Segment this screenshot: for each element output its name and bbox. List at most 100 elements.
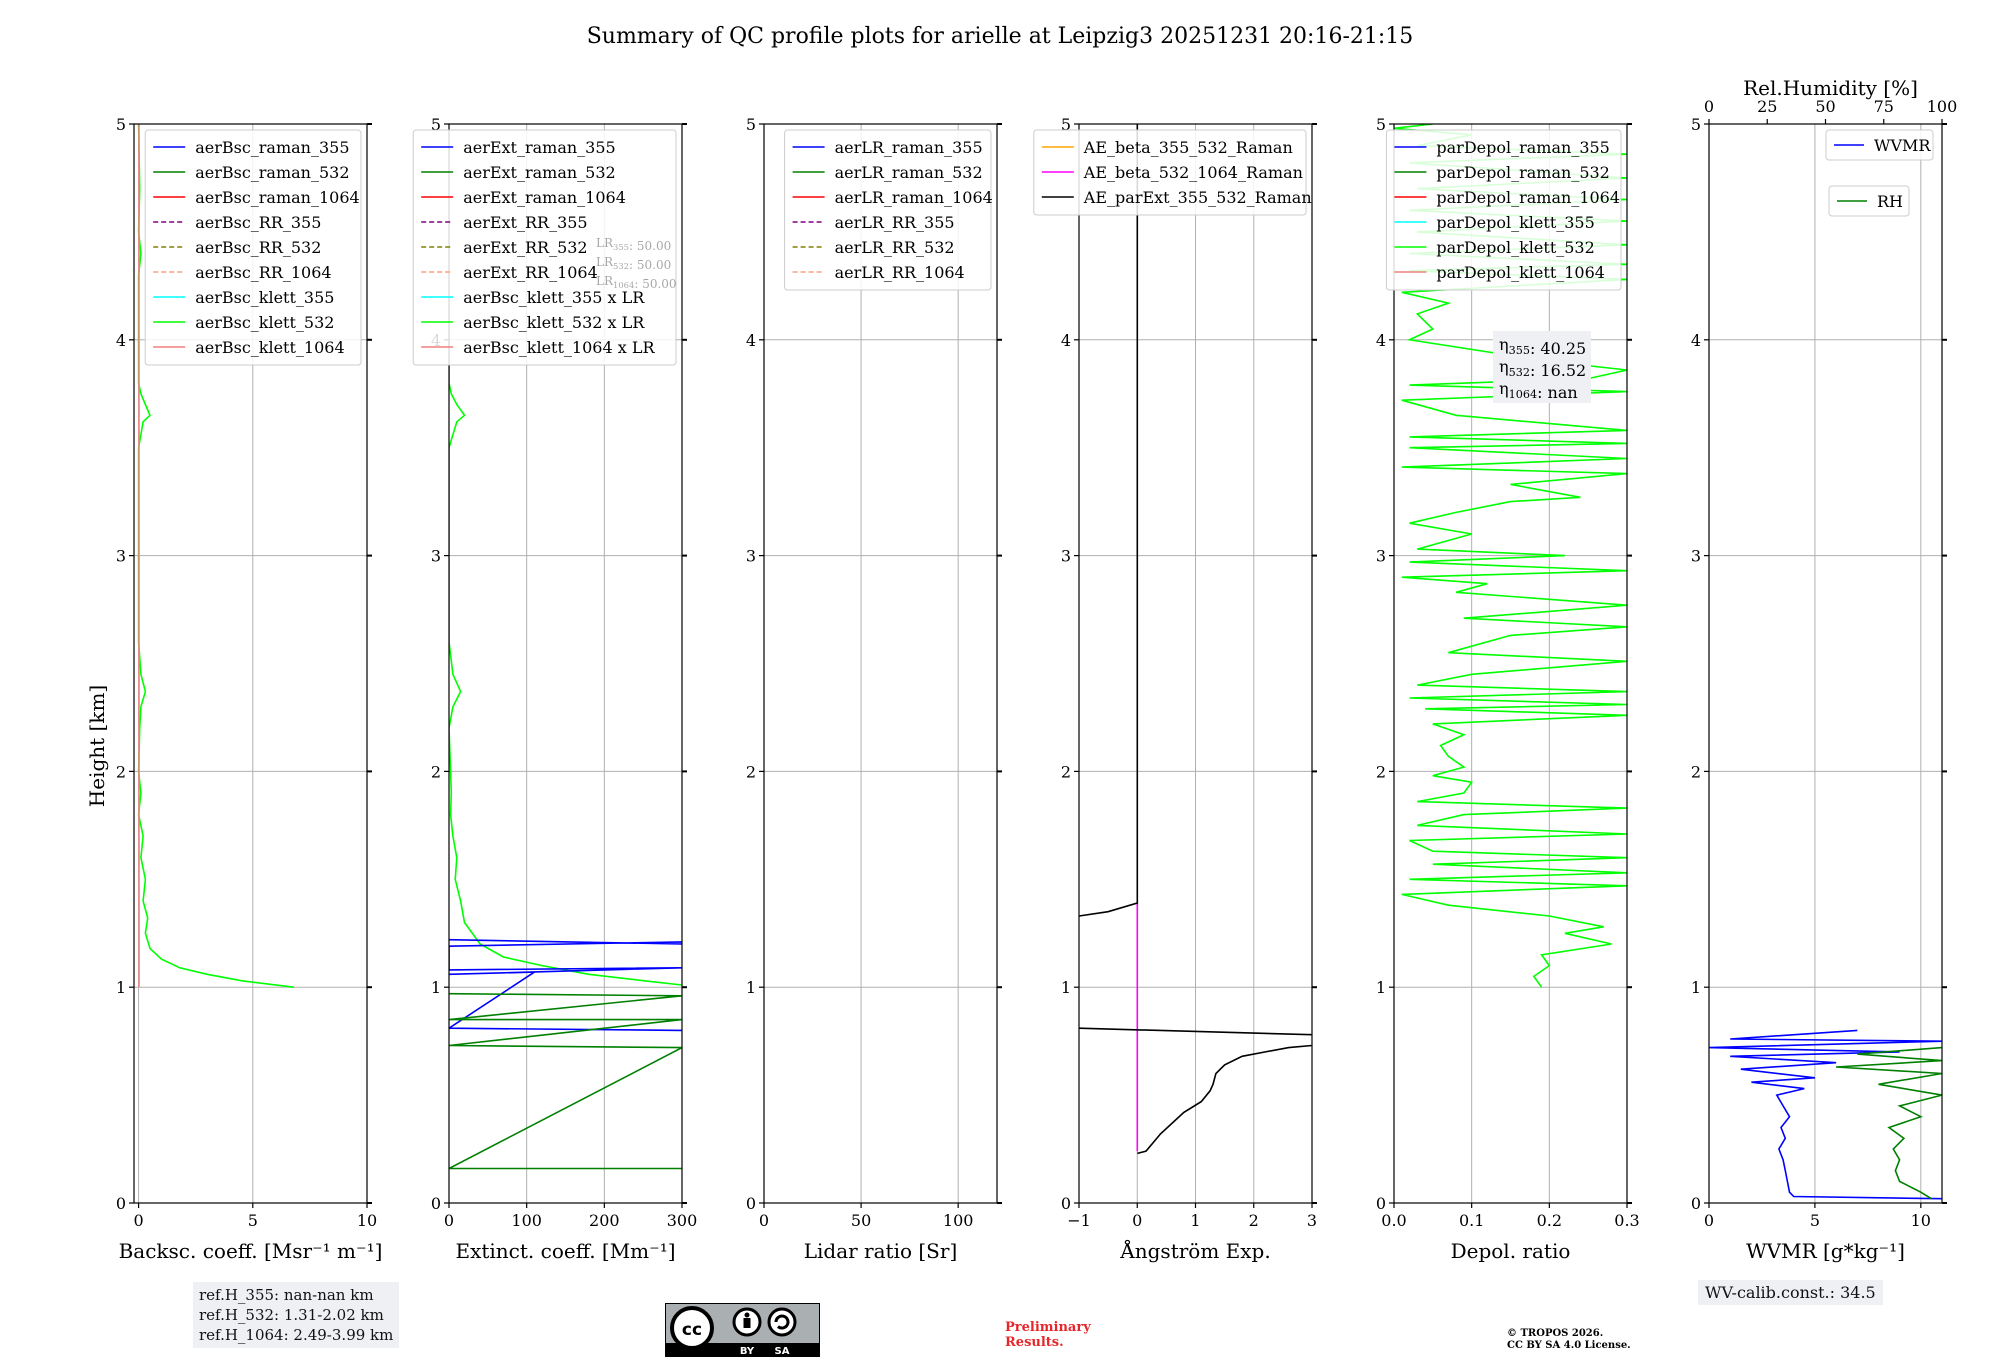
legend: aerLR_raman_355 aerLR_raman_532 aerLR_rama… <box>784 129 993 291</box>
x-tick-label: 0 <box>444 1211 454 1230</box>
wv-calibration-box: WV-calib.const.: 34.5 <box>1698 1280 1883 1305</box>
chart-depol: 0 1 2 3 4 5 0.0 0.1 0.2 0.3 Depol. ratio parDepol_r… <box>1376 115 1640 1263</box>
cc-by-sa-logo: cc BY SA <box>665 1303 820 1357</box>
legend-box <box>784 129 992 291</box>
legend-label: aerBsc_RR_1064 <box>195 263 331 282</box>
cc-sa-label: SA <box>775 1346 790 1357</box>
x-tick-label: 100 <box>943 1211 974 1230</box>
y-tick-label: 2 <box>1376 762 1386 781</box>
series-group <box>137 124 294 988</box>
y-tick-label: 0 <box>116 1194 126 1213</box>
legend-label: aerBsc_RR_355 <box>195 213 321 232</box>
cc-icon <box>670 1306 714 1350</box>
top-x-tick-label: 100 <box>1927 97 1958 116</box>
x-tick-label: 1 <box>1190 1211 1200 1230</box>
legend-label: aerLR_RR_1064 <box>835 263 965 282</box>
svg-text:cc: cc <box>682 1320 702 1340</box>
x-tick-label: 0.2 <box>1537 1211 1562 1230</box>
copyright-note: © TROPOS 2026. CC BY SA 4.0 License. <box>1507 1328 1631 1352</box>
top-x-tick-label: 25 <box>1757 97 1777 116</box>
eta-annotation-line: η355: 40.25 <box>1499 335 1586 358</box>
x-tick-label: 100 <box>511 1211 542 1230</box>
x-tick-label: 0 <box>133 1211 143 1230</box>
figure-title: Summary of QC profile plots for arielle … <box>587 24 1414 49</box>
series-line <box>1709 1029 1942 1200</box>
y-tick-label: 3 <box>1061 547 1071 566</box>
y-tick-label: 2 <box>746 762 756 781</box>
eta-annotation-line: η1064: nan <box>1499 379 1578 402</box>
legend: aerBsc_raman_355 aerBsc_raman_532 aerBsc_r… <box>144 129 362 366</box>
preliminary-line-1: Preliminary <box>1005 1320 1091 1335</box>
y-tick-label: 1 <box>116 978 126 997</box>
series-group <box>449 296 682 1170</box>
y-tick-label: 4 <box>116 331 126 350</box>
series-line <box>1079 124 1139 917</box>
copyright-line-2: CC BY SA 4.0 License. <box>1507 1340 1631 1351</box>
legend-label: aerExt_raman_355 <box>463 138 616 157</box>
legend-label: aerExt_raman_532 <box>463 163 616 182</box>
legend-label: aerBsc_klett_1064 <box>195 338 344 357</box>
legend-label: parDepol_klett_355 <box>1436 213 1594 232</box>
legend-label: aerBsc_raman_355 <box>195 138 349 157</box>
y-tick-label: 1 <box>1061 978 1071 997</box>
x-tick-label: 2 <box>1249 1211 1259 1230</box>
y-tick-label: 5 <box>746 115 756 134</box>
legend: parDepol_raman_355 parDepol_raman_532 parD… <box>1385 129 1622 291</box>
legend-label: RH <box>1877 192 1903 211</box>
lr-annotation-line: LR355: 50.00 <box>596 236 671 253</box>
y-tick-label: 2 <box>1061 762 1071 781</box>
legend-label: aerExt_RR_355 <box>463 213 587 232</box>
copyright-line-1: © TROPOS 2026. <box>1507 1328 1604 1339</box>
share-alike-icon <box>767 1307 797 1337</box>
x-axis-label: Extinct. coeff. [Mm⁻¹] <box>455 1239 675 1263</box>
y-tick-label: 3 <box>1376 547 1386 566</box>
y-tick-label: 0 <box>1376 1194 1386 1213</box>
cc-by-label: BY <box>740 1346 755 1357</box>
legend-label: aerExt_RR_1064 <box>463 263 598 282</box>
legend-label: aerBsc_klett_532 <box>195 313 334 332</box>
lr-annotation: LR355: 50.00 LR532: 50.00 LR1064: 50.00 <box>596 236 677 291</box>
x-tick-label: 10 <box>1911 1211 1931 1230</box>
y-tick-label: 4 <box>746 331 756 350</box>
x-tick-label: 0 <box>1132 1211 1142 1230</box>
x-tick-label: 50 <box>851 1211 871 1230</box>
top-x-tick-label: 50 <box>1815 97 1835 116</box>
series-line <box>449 938 682 1032</box>
y-axis-label: Height [km] <box>85 685 109 807</box>
ref-height-1064: ref.H_1064: 2.49-3.99 km <box>199 1326 394 1344</box>
lr-annotation-line: LR532: 50.00 <box>596 255 671 272</box>
x-axis-label: Backsc. coeff. [Msr⁻¹ m⁻¹] <box>119 1239 383 1263</box>
series-line <box>1137 1044 1312 1155</box>
x-tick-label: −1 <box>1067 1211 1091 1230</box>
legend-label: parDepol_klett_532 <box>1436 238 1594 257</box>
legend: AE_beta_355_532_Raman AE_beta_532_1064_Ra… <box>1033 129 1312 216</box>
x-tick-label: 0.0 <box>1381 1211 1406 1230</box>
axes-frame <box>763 123 998 1204</box>
legend-label: aerLR_raman_1064 <box>835 188 993 207</box>
legend-box <box>1033 129 1307 216</box>
top-x-tick-label: 75 <box>1874 97 1894 116</box>
series-line <box>1079 1027 1312 1036</box>
legend-label: aerBsc_klett_355 x LR <box>463 288 645 307</box>
axes-frame <box>133 123 368 1204</box>
series-group <box>1079 124 1312 1155</box>
x-axis-label: Depol. ratio <box>1451 1239 1571 1263</box>
x-tick-label: 0 <box>1704 1211 1714 1230</box>
x-axis-label: WVMR [g*kg⁻¹] <box>1746 1239 1905 1263</box>
top-axis-label: Rel.Humidity [%] <box>1743 76 1918 100</box>
axes-frame <box>448 123 683 1204</box>
legend-box <box>1385 129 1622 291</box>
x-tick-label: 0.1 <box>1459 1211 1484 1230</box>
legend-box <box>412 129 677 366</box>
y-tick-label: 0 <box>431 1194 441 1213</box>
reference-height-box: ref.H_355: nan-nan km ref.H_532: 1.31-2.… <box>193 1282 400 1348</box>
x-tick-label: 200 <box>589 1211 620 1230</box>
legend-label: aerExt_raman_1064 <box>463 188 626 207</box>
y-tick-label: 2 <box>431 762 441 781</box>
lr-annotation-line: LR1064: 50.00 <box>596 274 677 291</box>
y-tick-label: 5 <box>1376 115 1386 134</box>
